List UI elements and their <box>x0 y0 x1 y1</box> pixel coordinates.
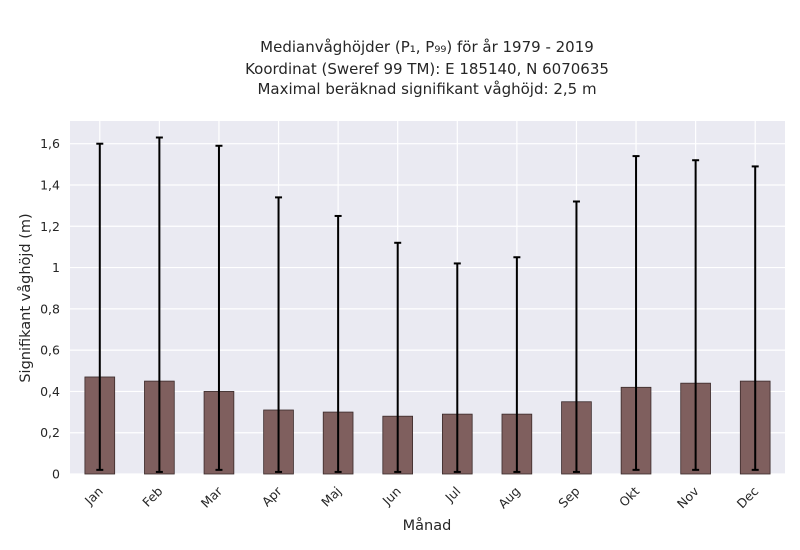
error-bar-jun <box>394 241 402 473</box>
y-tick-label: 0,2 <box>40 425 60 440</box>
x-tick-label: Aug <box>495 484 523 512</box>
x-tick-label: Jul <box>441 484 463 506</box>
x-axis-label: Månad <box>403 517 452 534</box>
error-bar-mar <box>215 144 223 471</box>
chart-title: Medianvåghöjder (P₁, P₉₉) för år 1979 - … <box>245 38 609 98</box>
chart-title-line-1: Medianvåghöjder (P₁, P₉₉) för år 1979 - … <box>260 38 594 56</box>
error-bar-sep <box>572 200 580 473</box>
x-tick-label: Feb <box>139 483 165 509</box>
plot-area <box>70 121 785 474</box>
y-tick-label: 0,8 <box>40 301 60 316</box>
y-tick-label: 0 <box>52 467 60 482</box>
x-tick-label: Maj <box>318 484 344 510</box>
x-tick-label: Sep <box>555 483 582 510</box>
y-tick-label: 0,6 <box>40 343 60 358</box>
error-bar-feb <box>155 136 163 473</box>
error-bar-nov <box>692 159 700 471</box>
x-tick-label: Dec <box>734 483 762 511</box>
chart-title-line-2: Koordinat (Sweref 99 TM): E 185140, N 60… <box>245 60 609 78</box>
error-bar-okt <box>632 155 640 471</box>
x-tick-label: Apr <box>259 483 286 510</box>
y-tick-label: 0,4 <box>40 384 60 399</box>
error-bars <box>96 136 759 473</box>
x-tick-label: Jan <box>81 484 106 509</box>
y-tick-label: 1 <box>52 260 60 275</box>
y-tick-labels: 0 0,2 0,4 0,6 0,8 1 1,2 1,4 1,6 <box>40 136 60 481</box>
y-axis-label: Signifikant våghöjd (m) <box>17 213 34 382</box>
error-bar-jan <box>96 142 104 471</box>
y-tick-label: 1,2 <box>40 219 60 234</box>
error-bar-dec <box>751 165 759 471</box>
x-tick-label: Nov <box>674 483 702 511</box>
chart-title-line-3: Maximal beräknad signifikant våghöjd: 2,… <box>257 80 596 98</box>
x-tick-labels: Jan Feb Mar Apr Maj Jun Jul Aug Sep Okt Nov Dec <box>81 483 761 511</box>
error-bar-aug <box>513 256 521 473</box>
x-tick-label: Mar <box>198 483 226 511</box>
x-tick-label: Jun <box>379 484 404 509</box>
error-bar-maj <box>334 214 342 473</box>
error-bar-jul <box>453 262 461 473</box>
x-tick-label: Okt <box>616 483 642 509</box>
error-bar-apr <box>275 196 283 473</box>
y-tick-label: 1,6 <box>40 136 60 151</box>
y-tick-label: 1,4 <box>40 177 60 192</box>
